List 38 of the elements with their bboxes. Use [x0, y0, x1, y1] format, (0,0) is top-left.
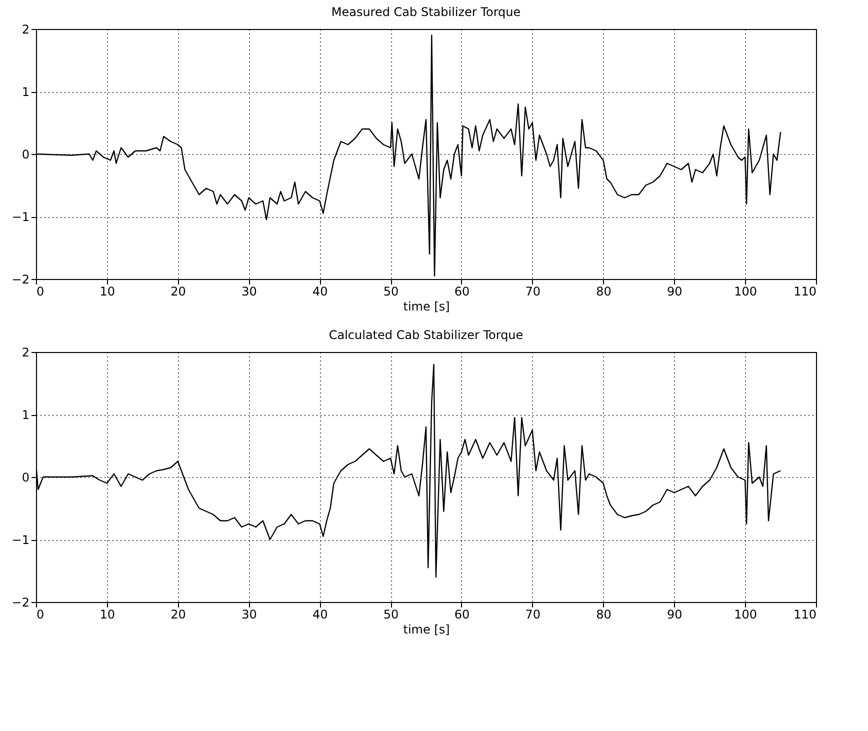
x-tick-label: 90	[667, 284, 682, 298]
x-tick-label: 10	[100, 284, 116, 298]
x-tick-label: 50	[383, 284, 399, 298]
x-tick-label: 30	[242, 608, 257, 622]
x-tick-label: 60	[454, 284, 470, 298]
x-tick-label: 10	[100, 608, 116, 622]
x-tick-label: 40	[312, 608, 328, 622]
x-tick-label: 70	[525, 284, 541, 298]
chart-title: Measured Cab Stabilizer Torque	[331, 5, 521, 19]
x-tick-label: 20	[170, 608, 186, 622]
x-tick-label: 110	[794, 608, 816, 622]
x-tick-label: 30	[242, 284, 257, 298]
y-tick-label: 1	[22, 85, 30, 99]
x-tick-label: 80	[596, 284, 612, 298]
x-axis-title: time [s]	[403, 622, 450, 636]
x-tick-label: 90	[667, 608, 682, 622]
x-tick-label: 0	[36, 608, 44, 622]
x-tick-label: 60	[454, 608, 470, 622]
y-tick-label: 2	[22, 346, 30, 360]
x-axis-title: time [s]	[403, 300, 450, 314]
y-tick-label: 1	[22, 408, 30, 422]
x-tick-label: 100	[734, 284, 758, 298]
x-tick-label: 40	[312, 284, 328, 298]
chart-title: Calculated Cab Stabilizer Torque	[328, 328, 524, 342]
y-tick-label: −2	[12, 272, 30, 286]
x-tick-label: 110	[794, 284, 816, 298]
x-tick-label: 20	[170, 284, 186, 298]
x-tick-label: 50	[383, 608, 399, 622]
x-tick-label: 0	[36, 284, 44, 298]
x-tick-label: 70	[525, 608, 541, 622]
y-tick-label: 0	[22, 148, 30, 162]
y-tick-label: 2	[22, 22, 30, 36]
y-tick-label: 0	[22, 470, 30, 484]
x-tick-label: 100	[734, 608, 758, 622]
y-tick-label: −2	[12, 596, 30, 610]
x-tick-label: 80	[596, 608, 612, 622]
y-tick-label: −1	[12, 210, 30, 224]
y-tick-label: −1	[12, 533, 30, 547]
